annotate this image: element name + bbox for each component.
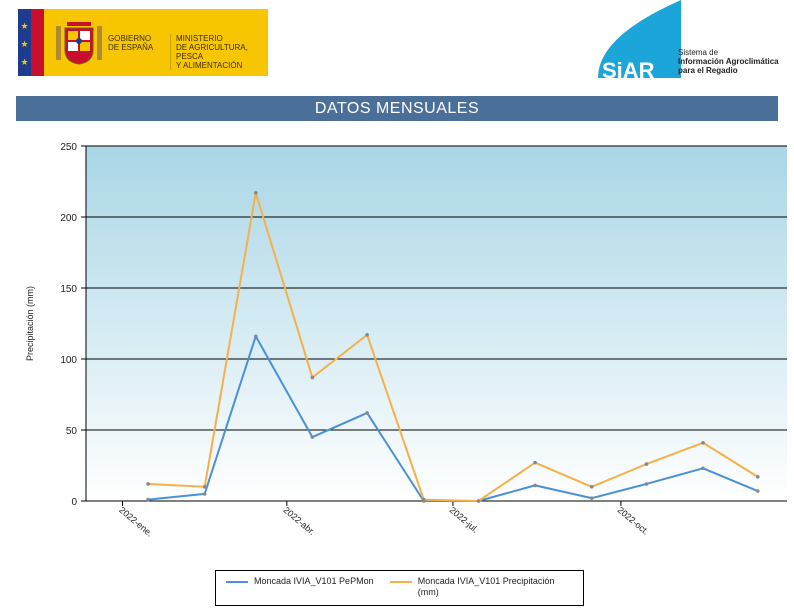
siar-subtitle-line2: Información Agroclimática	[678, 57, 779, 66]
y-axis-label: Precipitación (mm)	[25, 286, 35, 361]
data-point	[701, 466, 705, 471]
y-tick-label: 250	[60, 142, 77, 153]
spain-eu-flag-icon: ★ ★ ★	[18, 9, 44, 76]
data-point	[421, 497, 426, 502]
government-logo: ★ ★ ★ GOBIERNO DE ESPAÑA MINISTERIO DE A…	[18, 9, 268, 76]
data-point	[589, 485, 594, 489]
siar-subtitle-line3: para el Regadio	[678, 66, 738, 75]
svg-text:★: ★	[20, 21, 28, 31]
legend-swatch-pepmon	[226, 581, 248, 583]
svg-text:★: ★	[20, 39, 28, 49]
y-tick-label: 0	[71, 497, 77, 508]
precipitation-chart: 0 50 100 150 200 250 2022-ene. 2022-abr. 2022-ju…	[25, 142, 787, 539]
data-point	[533, 483, 537, 488]
data-point	[533, 460, 537, 465]
y-tick-label: 100	[60, 355, 77, 366]
siar-subtitle: Sistema de Información Agroclimática par…	[678, 48, 779, 75]
data-point	[476, 499, 481, 503]
legend-item-pepmon: Moncada IVIA_V101 PePMon	[226, 576, 374, 587]
x-tick-label: 2022-jul.	[448, 505, 481, 535]
plot-area	[86, 146, 787, 501]
siar-logo-text: SiAR	[602, 58, 655, 80]
coat-of-arms-icon	[56, 22, 102, 65]
siar-logo-icon: SiAR	[598, 0, 681, 80]
page-title-banner: DATOS MENSUALES	[16, 96, 778, 121]
data-point	[365, 333, 369, 337]
series-line-2	[148, 191, 759, 502]
data-point	[146, 482, 150, 486]
data-point	[365, 411, 369, 415]
x-tick-label: 2022-oct.	[616, 505, 651, 537]
data-point	[644, 482, 649, 486]
data-point	[202, 485, 207, 489]
data-point	[644, 462, 649, 466]
data-point	[146, 497, 150, 502]
data-point	[310, 435, 315, 439]
gov-name-text: GOBIERNO DE ESPAÑA	[108, 34, 154, 52]
siar-subtitle-line1: Sistema de	[678, 48, 719, 57]
data-point	[755, 475, 760, 479]
y-tick-label: 200	[60, 213, 77, 224]
legend-swatch-precipitacion	[390, 581, 412, 583]
svg-text:★: ★	[20, 57, 28, 67]
y-tick-label: 50	[66, 426, 78, 437]
ministry-name-text: MINISTERIO DE AGRICULTURA, PESCA Y ALIME…	[170, 34, 272, 70]
x-tick-label: 2022-ene.	[117, 505, 154, 539]
data-point	[589, 496, 594, 500]
data-point	[310, 375, 315, 380]
legend-label-pepmon: Moncada IVIA_V101 PePMon	[254, 576, 374, 586]
data-point	[253, 334, 258, 339]
legend-label-precipitacion: Moncada IVIA_V101 Precipitación (mm)	[417, 576, 555, 597]
data-point	[701, 440, 705, 445]
legend-item-precipitacion: Moncada IVIA_V101 Precipitación (mm)	[390, 576, 576, 598]
x-tick-label: 2022-abr.	[282, 505, 318, 537]
data-point	[202, 492, 207, 496]
data-point	[755, 489, 760, 493]
y-tick-label: 150	[60, 284, 77, 295]
data-point	[253, 191, 258, 195]
chart-legend: Moncada IVIA_V101 PePMon Moncada IVIA_V1…	[215, 570, 584, 606]
